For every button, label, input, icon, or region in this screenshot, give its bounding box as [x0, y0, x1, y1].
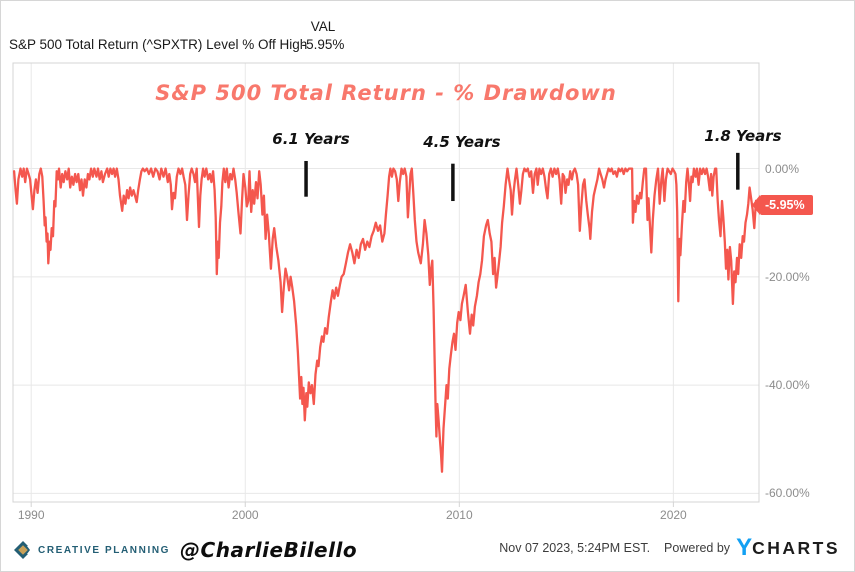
plot-border — [12, 62, 760, 503]
ycharts-logo-y: Y — [736, 534, 753, 561]
x-axis-label-1990: 1990 — [17, 508, 45, 522]
annotation-label-2: 1.8 Years — [704, 127, 782, 145]
annotation-label-0: 6.1 Years — [272, 130, 350, 148]
y-axis-label-0.00%: 0.00% — [765, 161, 800, 176]
footer-right: Nov 07 2023, 5:24PM EST. Powered by Y CH… — [499, 534, 840, 561]
ycharts-logo: Y CHARTS — [736, 534, 840, 561]
creative-planning-wordmark: CREATIVE PLANNING — [38, 544, 171, 556]
x-axis-label-2000: 2000 — [231, 508, 259, 522]
chart-title: S&P 500 Total Return - % Drawdown — [155, 81, 617, 105]
creative-planning-logo-icon — [14, 541, 32, 559]
series-label: S&P 500 Total Return (^SPXTR) Level % Of… — [9, 37, 308, 52]
x-axis-label-2010: 2010 — [445, 508, 473, 522]
annotation-label-1: 4.5 Years — [423, 133, 501, 151]
current-value-badge: -5.95% — [752, 194, 813, 215]
timestamp: Nov 07 2023, 5:24PM EST. — [499, 541, 651, 555]
drawdown-line — [12, 167, 758, 473]
val-current-value: -5.95% — [301, 37, 345, 52]
current-value-badge-text: -5.95% — [765, 197, 805, 212]
footer-left: CREATIVE PLANNING @CharlieBilello — [14, 535, 357, 565]
x-axis-label-2020: 2020 — [660, 508, 687, 522]
powered-by-label: Powered by — [664, 541, 731, 555]
y-axis-label--60.00%: -60.00% — [765, 486, 810, 501]
y-axis-label--40.00%: -40.00% — [765, 378, 810, 393]
ycharts-logo-charts: CHARTS — [752, 538, 840, 558]
val-column-header: VAL — [310, 19, 336, 34]
author-handle: @CharlieBilello — [180, 538, 358, 562]
y-axis-label--20.00%: -20.00% — [765, 269, 810, 284]
